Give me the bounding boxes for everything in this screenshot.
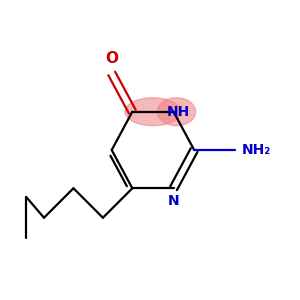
Text: N: N (168, 194, 179, 208)
Text: NH₂: NH₂ (241, 143, 271, 157)
Ellipse shape (125, 98, 181, 126)
Ellipse shape (158, 98, 196, 126)
Text: NH: NH (166, 105, 190, 119)
Text: O: O (105, 51, 118, 66)
